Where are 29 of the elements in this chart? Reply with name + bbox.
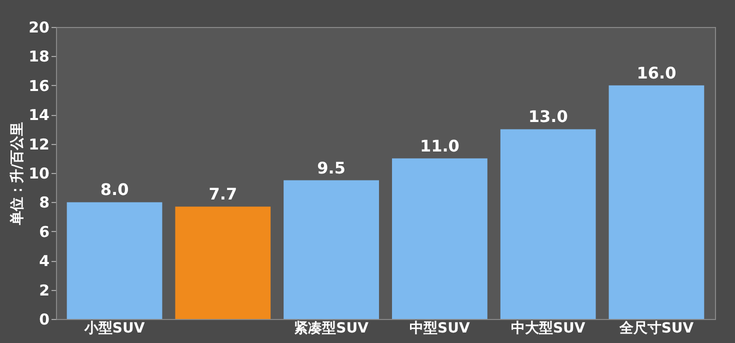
bar [392, 158, 488, 319]
bar [284, 180, 379, 319]
x-tick-label: 紧凑型SUV [294, 320, 369, 336]
y-axis-title: 单位：升/百公里 [8, 122, 26, 226]
bar [66, 202, 162, 319]
y-tick-label: 18 [28, 48, 50, 66]
bar [175, 206, 271, 319]
x-tick-label: 小型SUV [83, 320, 145, 336]
data-label: 13.0 [528, 107, 568, 126]
x-tick-label: 中型SUV [410, 320, 470, 336]
data-label: 8.0 [100, 180, 129, 200]
y-tick-label: 12 [28, 135, 50, 154]
y-tick-label: 10 [28, 164, 50, 182]
y-tick-label: 4 [39, 252, 50, 270]
y-tick-label: 8 [39, 194, 50, 212]
data-label: 9.5 [317, 158, 346, 178]
data-label: 7.7 [208, 184, 238, 204]
x-tick-label: 全尺寸SUV [618, 320, 694, 336]
y-tick-label: 6 [39, 222, 50, 241]
data-label: 11.0 [420, 136, 460, 156]
y-tick-label: 14 [28, 106, 50, 124]
x-tick-label: 中大型SUV [510, 320, 586, 336]
y-tick-label: 20 [28, 18, 50, 36]
data-label: 16.0 [636, 63, 676, 82]
y-tick-label: 16 [28, 76, 50, 95]
y-tick-label: 2 [39, 281, 50, 300]
bar [608, 85, 704, 319]
y-tick-label: 0 [39, 310, 50, 328]
bar [500, 129, 596, 319]
